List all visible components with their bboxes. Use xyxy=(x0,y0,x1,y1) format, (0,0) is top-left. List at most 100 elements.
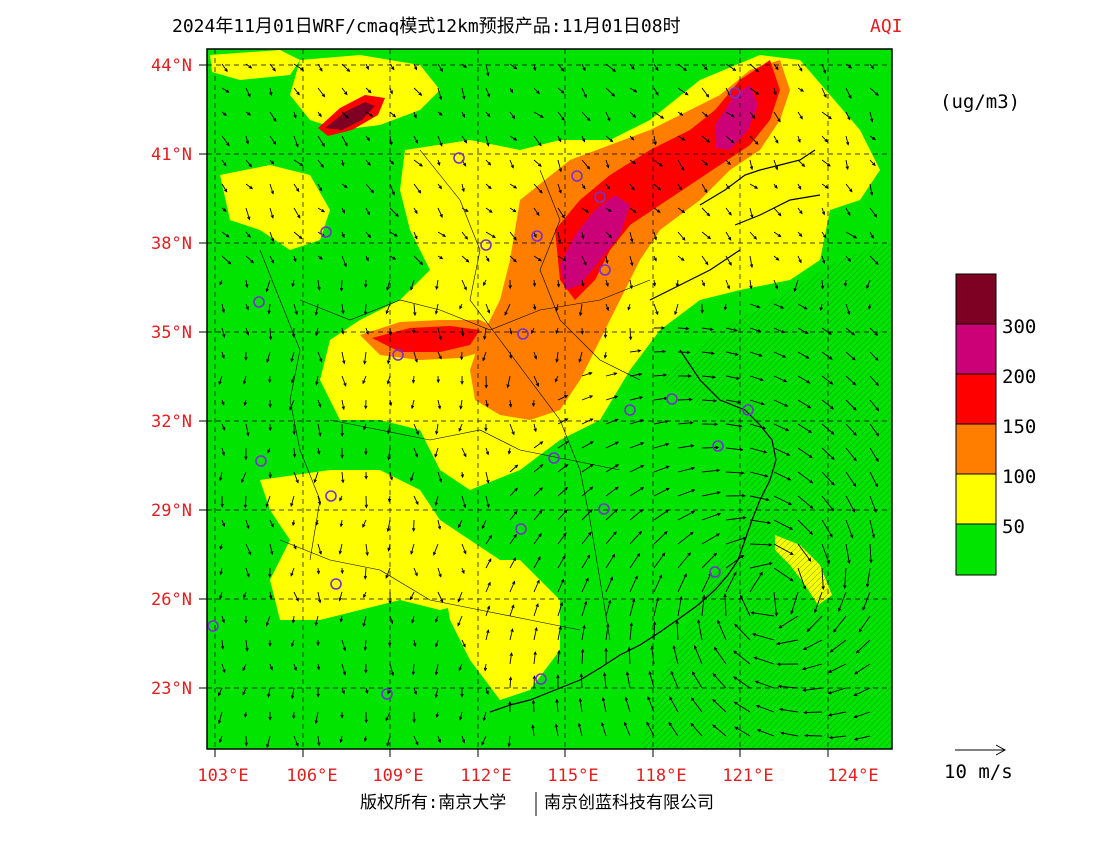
wind-vector-arrowhead xyxy=(875,261,879,265)
wind-vector-arrow xyxy=(410,279,415,290)
wind-vector-arrowhead xyxy=(512,580,516,585)
wind-vector-arrowhead xyxy=(752,633,757,637)
wind-vector-arrowhead xyxy=(341,209,346,214)
wind-vector-arrow xyxy=(605,395,618,401)
wind-vector-arrowhead xyxy=(246,432,250,437)
wind-vector-arrow xyxy=(869,159,876,166)
wind-vector-arrow xyxy=(676,620,679,641)
wind-vector-arrow xyxy=(869,447,879,462)
wind-vector-arrowhead xyxy=(487,581,491,586)
wind-vector-arrow xyxy=(557,602,563,617)
wind-vector-arrow xyxy=(485,558,492,569)
wind-vector-arrowhead xyxy=(588,531,592,536)
wind-vector-arrowhead xyxy=(245,284,249,289)
wind-vector-arrowhead xyxy=(222,669,226,674)
wind-vector-arrow xyxy=(651,646,655,665)
wind-vector-arrow xyxy=(509,159,514,168)
wind-vector-arrowhead xyxy=(316,693,320,698)
wind-vector-arrow xyxy=(485,207,493,213)
wind-vector-arrowhead xyxy=(413,691,417,695)
wind-vector-arrow xyxy=(413,159,423,167)
wind-vector-arrow xyxy=(854,735,871,741)
wind-vector-arrowhead xyxy=(460,693,464,698)
wind-vector-arrow xyxy=(701,63,708,70)
wind-vector-arrow xyxy=(653,552,666,569)
wind-vector-arrowhead xyxy=(270,550,274,555)
wind-vector-arrow xyxy=(797,543,811,562)
wind-vector-arrowhead xyxy=(764,474,769,478)
wind-vector-arrowhead xyxy=(560,578,565,583)
wind-vector-arrow xyxy=(653,350,666,353)
wind-vector-arrow xyxy=(221,423,226,431)
wind-vector-arrow xyxy=(605,577,613,593)
wind-vector-arrow xyxy=(781,732,799,737)
wind-vector-arrow xyxy=(629,111,636,118)
wind-vector-arrow xyxy=(242,687,247,695)
wind-vector-arrowhead xyxy=(220,503,224,508)
wind-vector-arrow xyxy=(460,399,463,409)
wind-vector-arrowhead xyxy=(340,330,345,335)
wind-vector-arrow xyxy=(674,303,679,315)
wind-vector-arrowhead xyxy=(872,162,876,167)
wind-vector-arrow xyxy=(845,183,853,192)
wind-vector-arrowhead xyxy=(609,138,614,143)
wind-vector-arrow xyxy=(317,423,321,436)
sea-area xyxy=(640,240,892,749)
wind-vector-arrow xyxy=(862,591,871,610)
wind-vector-arrowhead xyxy=(690,444,695,448)
wind-vector-arrow xyxy=(794,279,799,292)
wind-vector-arrow xyxy=(482,351,487,361)
wind-vector-arrow xyxy=(581,372,592,377)
wind-vector-arrowhead xyxy=(414,235,418,240)
wind-vector-arrow xyxy=(533,603,539,617)
wind-vector-arrowhead xyxy=(385,310,389,315)
wind-vector-arrowhead xyxy=(218,381,222,386)
wind-vector-arrowhead xyxy=(757,329,762,333)
wind-vector-arrowhead xyxy=(775,66,779,71)
wind-vector-arrow xyxy=(341,255,347,267)
wind-vector-arrowhead xyxy=(341,162,345,167)
wind-vector-arrowhead xyxy=(247,112,252,116)
wind-vector-arrow xyxy=(669,696,679,713)
wind-vector-arrowhead xyxy=(564,441,569,445)
wind-vector-arrowhead xyxy=(804,330,809,335)
wind-vector-arrow xyxy=(437,63,443,72)
wind-vector-arrow xyxy=(778,615,799,629)
wind-vector-arrow xyxy=(389,231,398,237)
wind-vector-arrow xyxy=(701,375,716,378)
wind-vector-arrowhead xyxy=(265,503,269,508)
colorbar-label: 100 xyxy=(1002,466,1036,488)
wind-vector-arrow xyxy=(509,63,517,70)
wind-vector-arrowhead xyxy=(511,431,515,436)
wind-vector-arrowhead xyxy=(556,283,561,288)
wind-vector-arrowhead xyxy=(681,236,686,241)
wind-vector-arrowhead xyxy=(294,311,298,316)
wind-vector-arrow xyxy=(629,327,632,340)
wind-vector-arrowhead xyxy=(647,696,651,701)
wind-vector-arrow xyxy=(869,399,879,411)
latitude-axis: 44°N 41°N 38°N 35°N 32°N 29°N 26°N 23°N xyxy=(151,56,192,699)
wind-vector-arrowhead xyxy=(733,676,737,680)
wind-vector-arrowhead xyxy=(221,523,226,528)
wind-vector-arrow xyxy=(581,279,584,287)
wind-vector-arrowhead xyxy=(485,690,489,695)
wind-vector-arrow xyxy=(437,231,446,237)
wind-vector-arrow xyxy=(821,351,833,360)
wind-vector-arrowhead xyxy=(589,395,594,399)
wind-vector-arrow xyxy=(797,495,813,509)
map-frame xyxy=(206,48,893,750)
wind-vector-arrow xyxy=(557,626,562,641)
wind-vector-arrow xyxy=(797,111,803,119)
wind-vector-arrow xyxy=(804,711,823,714)
wind-vector-arrowhead xyxy=(316,570,321,575)
wind-vector-arrow xyxy=(802,663,823,670)
wind-vector-arrowhead xyxy=(247,93,251,98)
wind-vector-arrowhead xyxy=(246,573,250,578)
wind-vector-arrowhead xyxy=(369,113,374,117)
wind-vector-arrowhead xyxy=(508,676,513,681)
wind-vector-arrow xyxy=(509,183,517,189)
wind-vector-arrow xyxy=(797,471,813,484)
wind-vector-arrow xyxy=(828,663,847,673)
wind-vector-arrowhead xyxy=(712,698,716,703)
wind-vector-arrow xyxy=(290,567,295,576)
